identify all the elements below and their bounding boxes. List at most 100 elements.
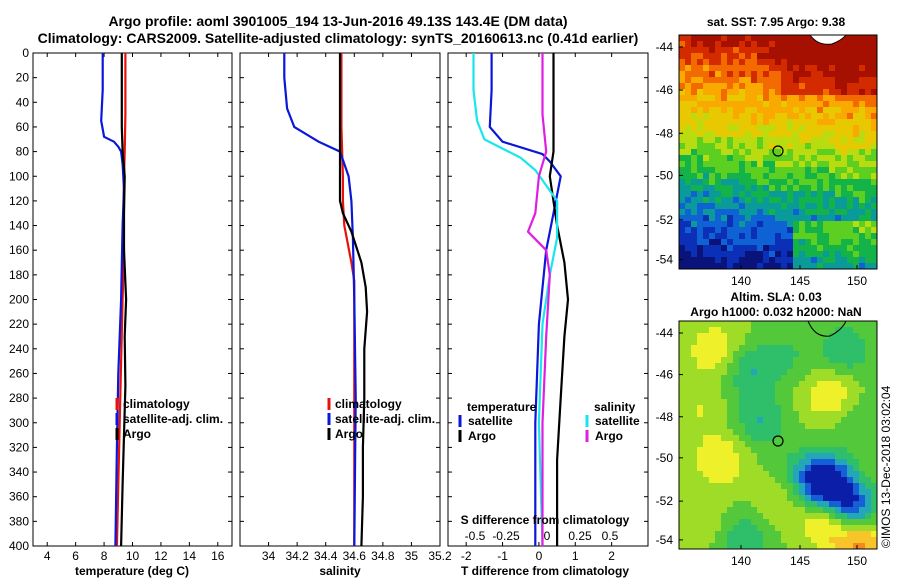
sla-cell [703, 399, 709, 405]
sst-cell [697, 107, 703, 113]
sst-cell [805, 83, 811, 89]
sst-cell [841, 143, 847, 149]
sla-cell [871, 375, 877, 381]
sla-cell [733, 423, 739, 429]
sla-cell [871, 387, 877, 393]
sst-cell [715, 173, 721, 179]
sst-cell [745, 83, 751, 89]
sst-cell [793, 209, 799, 215]
sla-cell [865, 453, 871, 459]
sla-cell [745, 489, 751, 495]
sst-cell [727, 95, 733, 101]
sst-cell [823, 167, 829, 173]
sla-cell [817, 489, 823, 495]
sst-cell [727, 185, 733, 191]
sst-cell [685, 65, 691, 71]
sla-cell [799, 333, 805, 339]
sla-cell [739, 537, 745, 543]
sst-cell [685, 77, 691, 83]
sst-cell [751, 65, 757, 71]
sst-cell [757, 107, 763, 113]
sst-cell [769, 83, 775, 89]
sst-cell [823, 173, 829, 179]
sla-cell [853, 435, 859, 441]
sst-cell [847, 89, 853, 95]
sla-cell [853, 501, 859, 507]
sla-cell [865, 375, 871, 381]
sst-cell [769, 89, 775, 95]
sst-cell [733, 53, 739, 59]
sla-cell [703, 525, 709, 531]
sst-cell [751, 107, 757, 113]
sla-cell [829, 405, 835, 411]
sla-cell [751, 519, 757, 525]
sla-cell [691, 459, 697, 465]
sla-cell [787, 387, 793, 393]
sst-cell [781, 137, 787, 143]
lat-tick-label: -54 [656, 253, 674, 267]
sla-cell [811, 483, 817, 489]
sst-cell [811, 71, 817, 77]
sla-cell [745, 513, 751, 519]
sla-cell [757, 471, 763, 477]
sst-cell [853, 197, 859, 203]
sla-cell [799, 327, 805, 333]
sla-cell [751, 459, 757, 465]
sla-cell [703, 429, 709, 435]
sla-cell [715, 435, 721, 441]
sst-cell [793, 83, 799, 89]
lat-tick-label: -50 [656, 451, 674, 465]
sst-cell [775, 221, 781, 227]
sla-cell [781, 489, 787, 495]
sst-cell [733, 227, 739, 233]
sla-cell [739, 381, 745, 387]
depth-tick-label: 400 [9, 539, 29, 553]
sla-cell [727, 465, 733, 471]
sla-cell [781, 405, 787, 411]
sla-cell [739, 327, 745, 333]
sst-cell [853, 233, 859, 239]
sla-cell [709, 387, 715, 393]
sst-cell [793, 203, 799, 209]
sst-cell [829, 107, 835, 113]
sst-cell [823, 239, 829, 245]
sla-cell [763, 387, 769, 393]
sla-cell [847, 495, 853, 501]
sla-cell [691, 489, 697, 495]
sla-cell [715, 327, 721, 333]
sla-cell [745, 537, 751, 543]
sst-cell [745, 137, 751, 143]
sst-cell [865, 101, 871, 107]
sst-cell [685, 221, 691, 227]
sst-cell [775, 257, 781, 263]
depth-tick-label: 140 [9, 219, 29, 233]
sla-cell [799, 435, 805, 441]
sst-cell [787, 65, 793, 71]
sla-cell [733, 441, 739, 447]
sst-cell [679, 161, 685, 167]
sla-cell [757, 531, 763, 537]
sla-cell [829, 357, 835, 363]
sla-cell [757, 477, 763, 483]
sst-cell [871, 191, 877, 197]
sla-cell [811, 513, 817, 519]
sla-cell [811, 333, 817, 339]
sla-cell [733, 411, 739, 417]
sst-cell [853, 209, 859, 215]
sst-cell [775, 53, 781, 59]
sla-cell [847, 375, 853, 381]
sla-cell [685, 459, 691, 465]
sst-cell [685, 215, 691, 221]
sla-cell [835, 345, 841, 351]
sla-cell [805, 525, 811, 531]
sst-cell [751, 167, 757, 173]
sla-cell [727, 417, 733, 423]
sst-cell [685, 83, 691, 89]
sla-cell [709, 333, 715, 339]
sst-cell [865, 113, 871, 119]
sla-cell [715, 495, 721, 501]
sla-cell [859, 543, 865, 549]
sst-cell [763, 155, 769, 161]
sst-cell [781, 89, 787, 95]
sst-cell [739, 239, 745, 245]
